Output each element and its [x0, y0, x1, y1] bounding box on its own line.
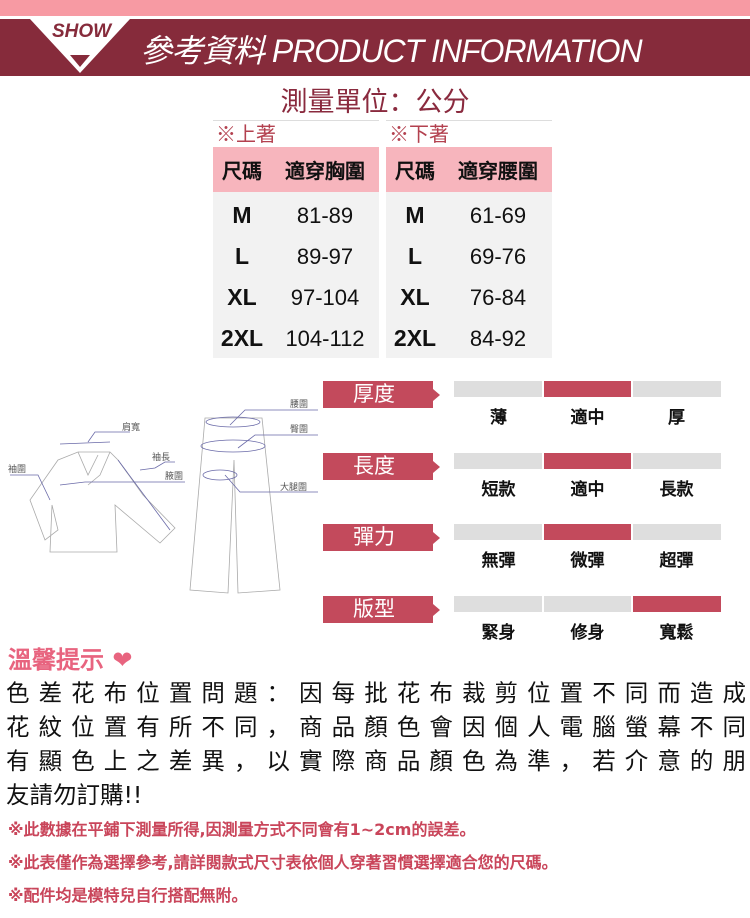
table-label: ※上著 [213, 120, 379, 147]
note-accessories: ※配件均是模特兒自行搭配無附。 [8, 886, 248, 905]
option-label: 適中 [570, 408, 605, 428]
show-triangle-icon [30, 19, 130, 73]
label-shoulder: 肩寬 [122, 421, 140, 433]
header-band [0, 19, 750, 76]
attribute-scale [454, 595, 722, 612]
attribute-scale [454, 524, 722, 540]
range-cell: 97-104 [290, 284, 360, 310]
scale-segment [633, 452, 722, 469]
show-badge: SHOW [52, 21, 112, 42]
attribute-options: 短款 適中 長款 [454, 475, 721, 500]
table-row: M 61-69 [386, 195, 552, 236]
note-measurement: ※此數據在平鋪下測量所得,因測量方式不同會有1~2cm的誤差。 [8, 820, 476, 839]
attribute-options: 薄 適中 厚 [454, 403, 721, 428]
tips-line: 花紋位置有所不同，商品顏色會因個人電腦螢幕不同 [6, 713, 746, 741]
tips-line: 有顯色上之差異，以實際商品顏色為準，若介意的朋 [6, 747, 746, 775]
option-label: 厚 [668, 408, 685, 428]
range-cell: 81-89 [296, 202, 354, 228]
attribute-options: 無彈 微彈 超彈 [454, 546, 721, 571]
size-cell: L [407, 243, 423, 269]
note-reference: ※此表僅作為選擇參考,請詳閱款式尺寸表依個人穿著習慣選擇適合您的尺碼。 [8, 853, 558, 872]
table-row: XL 97-104 [213, 277, 379, 318]
label-waist: 腰圍 [290, 399, 308, 410]
option-label: 微彈 [570, 551, 605, 571]
header-chest: 適穿胸圍 [285, 159, 365, 183]
table-row: 2XL 104-112 [213, 318, 379, 359]
label-cuff: 袖圍 [8, 463, 26, 475]
attribute-label: 彈力 [323, 524, 440, 551]
range-cell: 76-84 [469, 284, 527, 310]
size-cell: 2XL [393, 325, 437, 351]
scale-segment [454, 452, 542, 469]
range-cell: 84-92 [469, 325, 527, 351]
tips-title-text: 溫馨提示 [8, 646, 104, 674]
tips-title: 溫馨提示 ❤ [8, 640, 132, 675]
option-label: 寬鬆 [659, 622, 694, 643]
header-size: 尺碼 [222, 159, 262, 183]
attribute-label: 長度 [323, 452, 440, 480]
attribute-label: 版型 [323, 595, 440, 623]
attribute-options: 緊身 修身 寬鬆 [454, 618, 721, 643]
size-cell: M [232, 202, 252, 228]
size-cell: M [405, 202, 425, 228]
attribute-scale [454, 381, 722, 397]
header-size: 尺碼 [395, 159, 435, 183]
table-row: XL 76-84 [386, 277, 552, 318]
scale-segment [633, 595, 722, 612]
tips-line: 色差花布位置問題：因每批花布裁剪位置不同而造成 [6, 679, 746, 707]
range-cell: 104-112 [285, 325, 365, 351]
size-table-top: ※上著 尺碼 適穿胸圍 M 81-89 L 89-97 XL 97-104 2XL 104-11… [213, 120, 379, 358]
page-title: 參考資料 PRODUCT INFORMATION [140, 33, 643, 69]
heart-icon: ❤ [112, 646, 133, 674]
tips-line: 友請勿訂購!! [6, 781, 143, 809]
scale-segment [454, 381, 542, 397]
scale-segment [543, 381, 632, 397]
label-sleeve: 袖長 [152, 451, 170, 463]
size-cell: L [234, 243, 250, 269]
option-label: 無彈 [481, 551, 516, 571]
scale-segment [543, 595, 632, 612]
label-armpit: 腋圍 [165, 470, 183, 482]
range-cell: 69-76 [469, 243, 527, 269]
option-label: 薄 [490, 408, 507, 428]
header-waist: 適穿腰圍 [458, 159, 538, 183]
measurement-unit: 測量單位：公分 [280, 87, 470, 118]
scale-segment [633, 381, 722, 397]
top-stripe [0, 0, 750, 16]
attribute-label: 厚度 [323, 381, 440, 408]
scale-segment [454, 595, 542, 612]
table-row: L 89-97 [213, 236, 379, 277]
tips-paragraph: 色差花布位置問題：因每批花布裁剪位置不同而造成 花紋位置有所不同，商品顏色會因個… [6, 676, 746, 812]
size-cell: XL [227, 284, 257, 310]
option-label: 長款 [659, 479, 694, 500]
scale-segment [454, 524, 542, 540]
size-cell: XL [400, 284, 430, 310]
attribute-scale [454, 452, 722, 469]
table-row: 2XL 84-92 [386, 318, 552, 359]
measurement-diagram: 肩寬 袖圍 袖長 腋圍 腰圍 臀圍 大腿圍 [8, 399, 318, 594]
option-label: 適中 [570, 479, 605, 500]
option-label: 緊身 [481, 622, 516, 643]
option-label: 短款 [481, 479, 516, 500]
scale-segment [543, 452, 632, 469]
range-cell: 61-69 [469, 202, 527, 228]
label-thigh: 大腿圍 [280, 481, 307, 493]
label-hip: 臀圍 [290, 424, 308, 435]
size-table-bottom: ※下著 尺碼 適穿腰圍 M 61-69 L 69-76 XL 76-84 2XL 84-92 [386, 120, 552, 358]
table-row: L 69-76 [386, 236, 552, 277]
scale-segment [543, 524, 632, 540]
scale-segment [633, 524, 722, 540]
size-cell: 2XL [220, 325, 264, 351]
option-label: 超彈 [659, 551, 694, 571]
table-label: ※下著 [386, 120, 552, 147]
option-label: 修身 [570, 622, 605, 643]
range-cell: 89-97 [296, 243, 354, 269]
table-row: M 81-89 [213, 195, 379, 236]
